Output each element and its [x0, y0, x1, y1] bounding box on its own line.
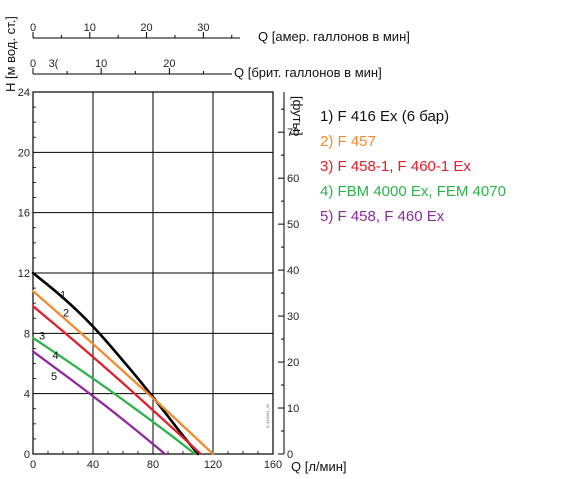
curve-number-labels: 1 2 34 5 [39, 290, 69, 383]
x-tick-label: 40 [87, 459, 99, 471]
top-tick-label: 3( [49, 58, 59, 70]
left-y-axis-label: H [м вод. ст.] [3, 16, 18, 92]
curve-2 [31, 289, 215, 456]
feet-tick-label: 60 [287, 173, 299, 185]
curve-label-1: 1 [60, 290, 66, 302]
feet-tick-label: 0 [287, 449, 293, 461]
top-tick-label: 20 [163, 58, 175, 70]
legend-entry: 2) F 457 [320, 133, 376, 150]
top-tick-label: 10 [95, 58, 107, 70]
us-gallon-axis-label: Q [амер. галлонов в мин] [258, 29, 410, 44]
feet-axis-label: [футы] [290, 96, 305, 136]
pump-curves [31, 271, 215, 456]
y-tick-label: 12 [18, 268, 30, 280]
curve-label-2: 2 [63, 308, 69, 320]
uk-gallon-axis: 0 10 20 3( Q [брит. галлонов в мин] [30, 58, 382, 80]
feet-tick-label: 20 [287, 357, 299, 369]
curve-3 [31, 305, 203, 456]
feet-tick-label: 50 [287, 219, 299, 231]
top-tick-label: 0 [30, 22, 36, 34]
y-tick-label: 8 [24, 328, 30, 340]
y-tick-label: 16 [18, 208, 30, 220]
top-tick-label: 30 [197, 22, 209, 34]
feet-tick-label: 40 [287, 265, 299, 277]
y-tick-label: 20 [18, 147, 30, 159]
curve-label-5: 5 [51, 371, 57, 383]
curve-5 [31, 350, 167, 456]
feet-tick-label: 10 [287, 403, 299, 415]
legend: 1) F 416 Ex (6 бар) 2) F 457 3) F 458-1, F… [320, 108, 506, 225]
feet-tick-label: 70 [287, 127, 299, 139]
top-tick-label: 20 [140, 22, 152, 34]
drawing-code: E-426003_00 [265, 403, 270, 428]
y-tick-label: 24 [18, 87, 30, 99]
curve-label-4: 4 [52, 350, 58, 362]
legend-entry: 3) F 458-1, F 460-1 Ex [320, 158, 471, 175]
x-tick-label: 80 [147, 459, 159, 471]
uk-gallon-axis-label: Q [брит. галлонов в мин] [234, 65, 382, 80]
curve-label-3: 3 [39, 330, 45, 342]
legend-entry: 1) F 416 Ex (6 бар) [320, 108, 449, 125]
y-tick-label: 0 [24, 449, 30, 461]
legend-entry: 5) F 458, F 460 Ex [320, 208, 445, 225]
x-tick-label: 160 [264, 459, 282, 471]
feet-tick-label: 30 [287, 311, 299, 323]
plot-grid [33, 92, 273, 454]
top-tick-label: 10 [84, 22, 96, 34]
x-tick-label: 120 [204, 459, 222, 471]
curve-4 [31, 336, 197, 456]
legend-entry: 4) FBM 4000 Ex, FEM 4070 [320, 183, 506, 200]
top-tick-label: 0 [30, 58, 36, 70]
us-gallon-axis: 0 10 20 30 Q [амер. галлонов в мин] [30, 22, 410, 44]
y-tick-label: 4 [24, 389, 30, 401]
bottom-x-axis-label: Q [л/мин] [291, 459, 347, 474]
bottom-x-ticks: 0 40 80 120 160 [30, 459, 282, 471]
x-tick-label: 0 [30, 459, 36, 471]
left-y-ticks: 0 4 8 12 16 20 24 [18, 87, 30, 461]
feet-axis: 0 10 20 30 40 50 60 70 [футы] [278, 92, 305, 461]
